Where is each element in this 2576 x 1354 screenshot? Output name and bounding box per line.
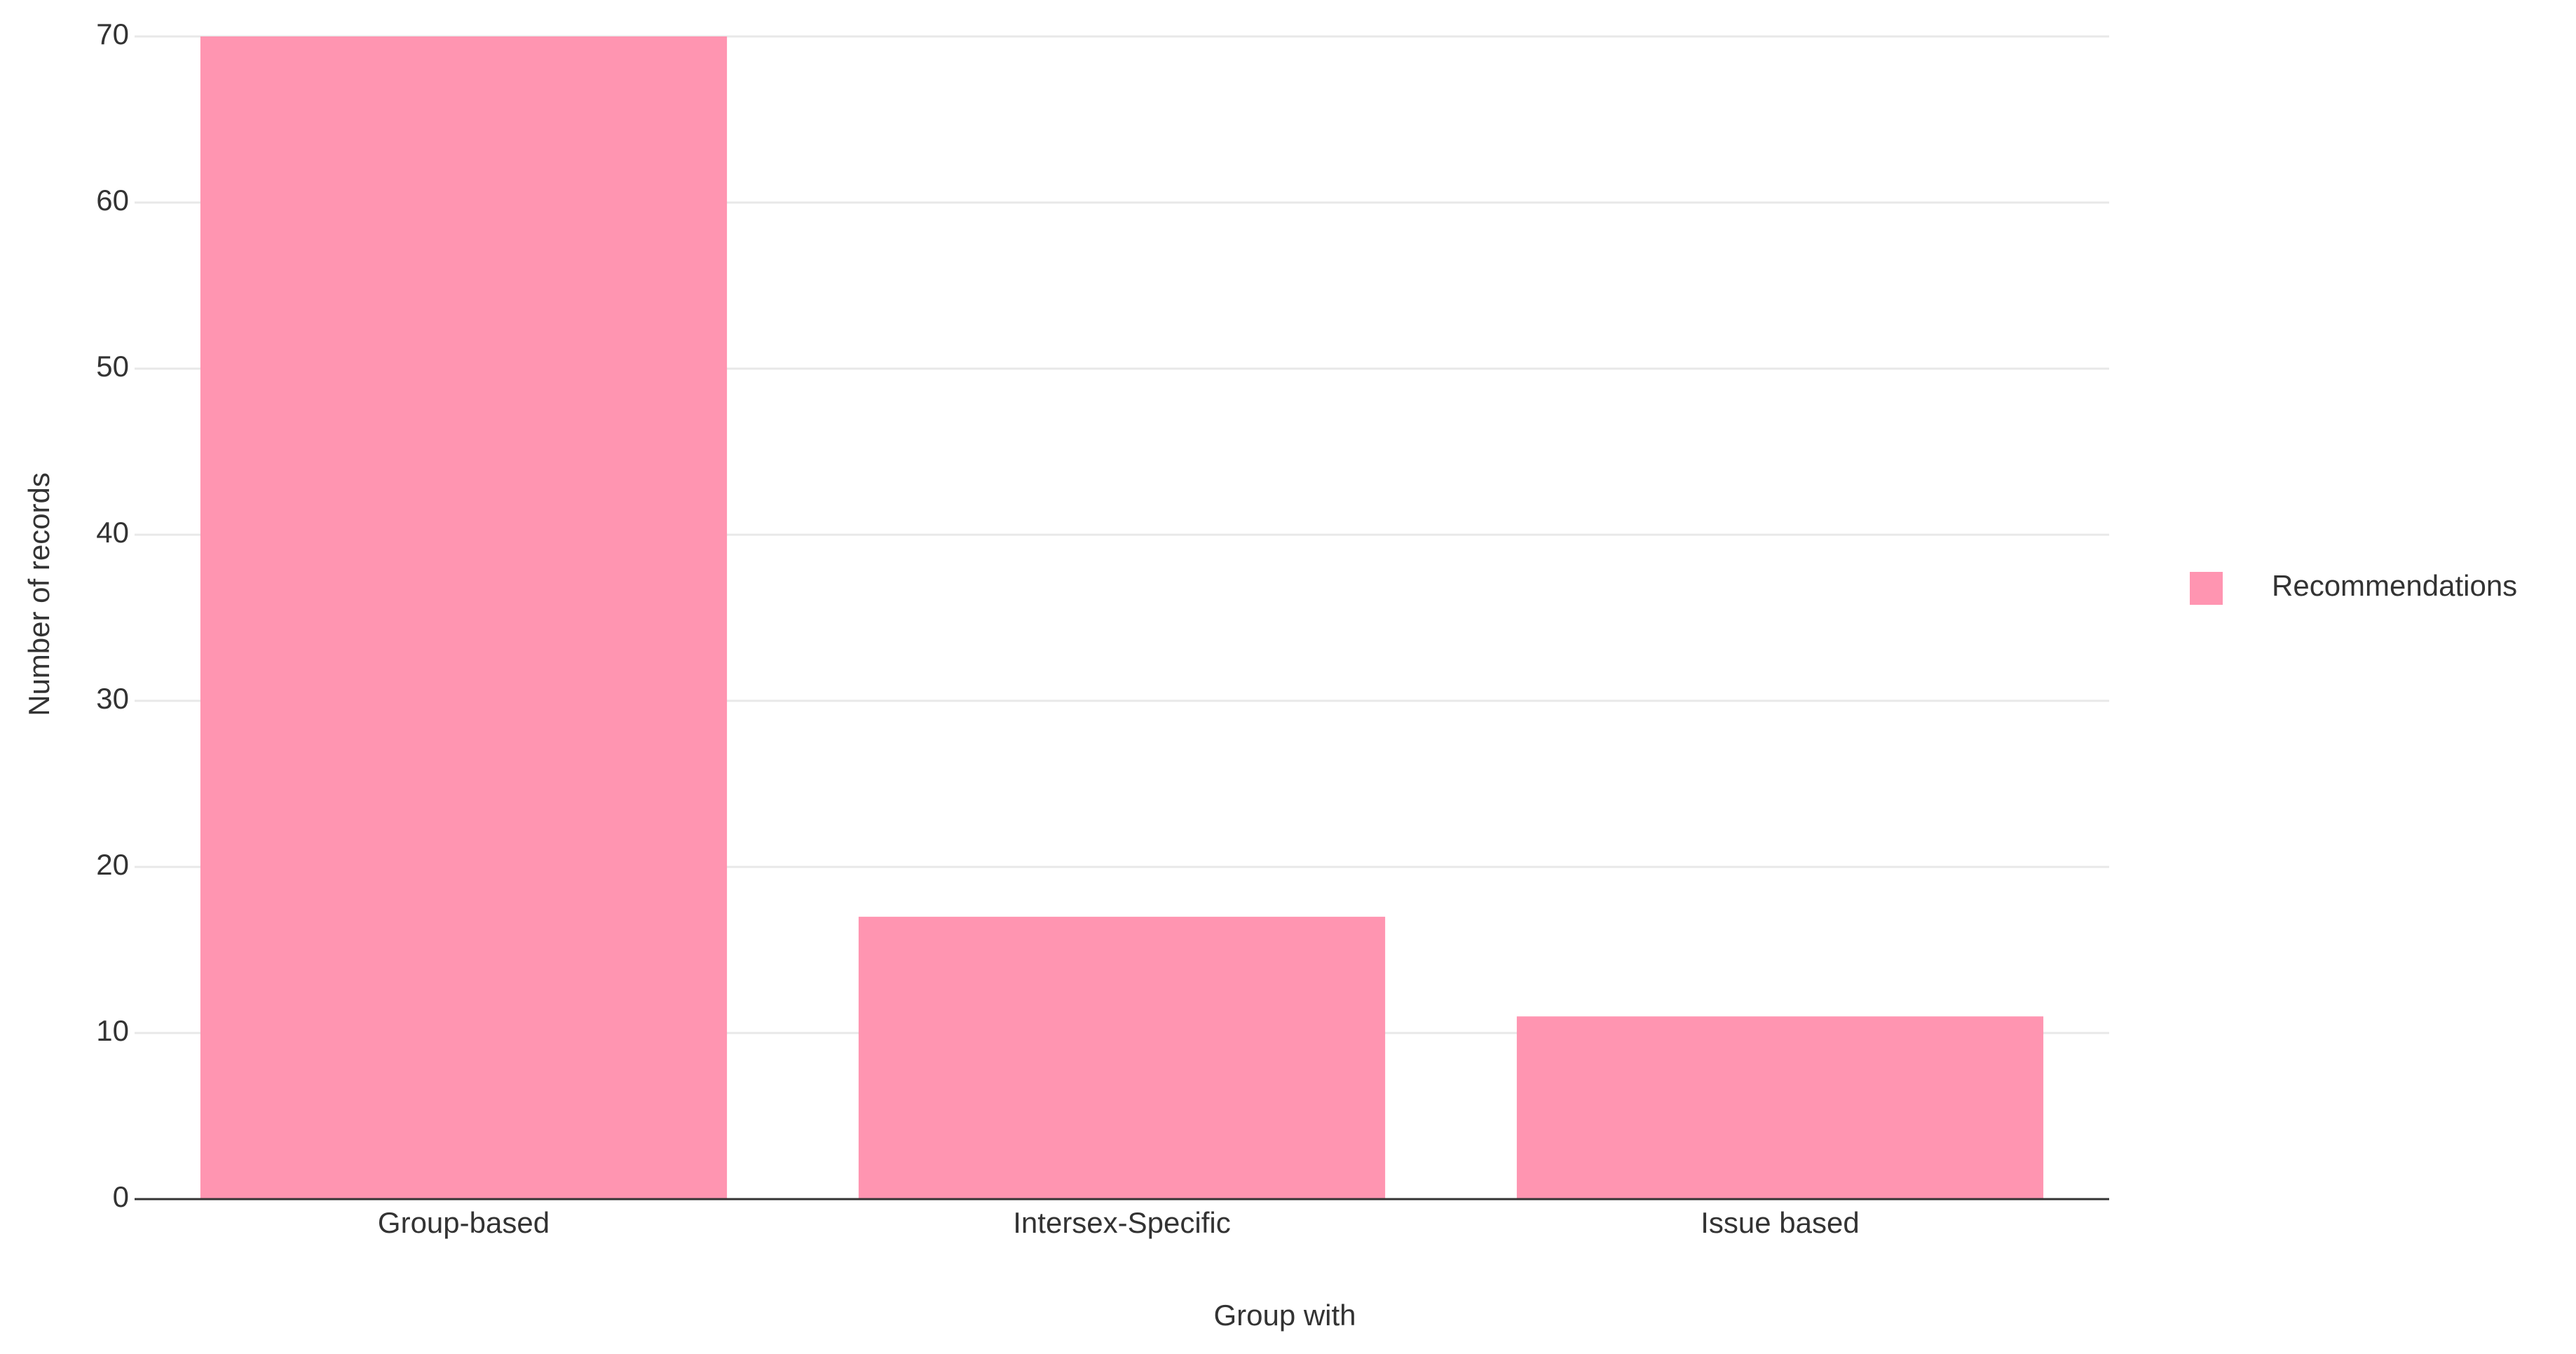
x-axis-title: Group with (1213, 1299, 1356, 1332)
legend-label: Recommendations (2272, 569, 2517, 602)
y-tick-label: 0 (113, 1180, 129, 1213)
y-tick-label: 60 (96, 184, 129, 217)
x-tick-label: Group-based (378, 1206, 550, 1239)
y-tick-label: 40 (96, 516, 129, 549)
bar (858, 917, 1386, 1199)
y-tick-label: 10 (96, 1014, 129, 1047)
bar (200, 36, 728, 1199)
bar (1516, 1016, 2044, 1199)
legend-swatch (2190, 572, 2223, 605)
x-tick-label: Issue based (1701, 1206, 1860, 1239)
y-tick-label: 30 (96, 682, 129, 715)
x-tick-label: Intersex-Specific (1013, 1206, 1230, 1239)
y-tick-label: 70 (96, 18, 129, 50)
y-tick-label: 20 (96, 848, 129, 881)
y-axis-title: Number of records (22, 472, 55, 716)
y-tick-label: 50 (96, 350, 129, 383)
